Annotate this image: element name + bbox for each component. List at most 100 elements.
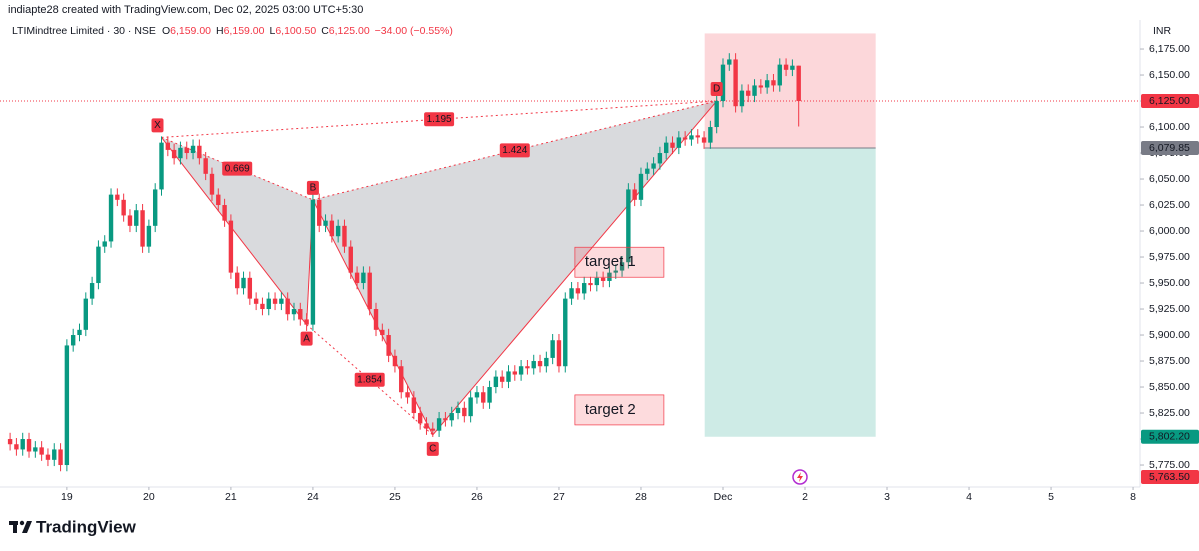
y-tick-label: 6,100.00 — [1149, 121, 1190, 133]
candle-body — [367, 272, 372, 310]
point-label: D — [713, 84, 720, 95]
candle-body — [184, 147, 189, 154]
candle-body — [733, 59, 738, 107]
candle-body — [96, 246, 101, 284]
candle-body — [140, 210, 145, 247]
candle-body — [746, 90, 751, 96]
candle-body — [790, 65, 795, 70]
candle-body — [272, 298, 278, 304]
x-tick-label: 24 — [307, 491, 319, 503]
candle-body — [607, 272, 612, 281]
candle-body — [563, 298, 568, 367]
y-tick-label: 6,000.00 — [1149, 225, 1190, 237]
candle-body — [399, 366, 404, 393]
candle-body — [178, 147, 183, 159]
brand-logo — [9, 520, 32, 533]
candle-body — [758, 85, 764, 88]
candle-body — [317, 199, 322, 226]
candle-body — [197, 145, 202, 159]
alert-icon — [792, 469, 808, 485]
pattern-xab — [161, 137, 313, 325]
candle-body — [512, 371, 517, 375]
candle-body — [329, 220, 335, 237]
candle-body — [146, 225, 152, 247]
candle-body — [581, 283, 587, 294]
candle-body — [253, 298, 259, 304]
candle-body — [45, 454, 51, 460]
candle-body — [493, 376, 499, 388]
x-tick-label: 27 — [553, 491, 565, 503]
pattern-leg — [312, 199, 434, 436]
point-label: C — [429, 444, 436, 455]
candle-body — [216, 194, 221, 206]
candle-body — [550, 340, 555, 358]
y-tick-label: 5,825.00 — [1149, 407, 1190, 419]
y-tick-label: 5,950.00 — [1149, 277, 1190, 289]
candle-body — [33, 447, 38, 452]
legend-part: 6,125.00 — [329, 25, 370, 37]
candle-body — [152, 189, 158, 226]
candle-body — [235, 272, 240, 289]
candle-body — [556, 340, 562, 367]
candle-body — [481, 392, 486, 403]
candle-body — [632, 189, 637, 200]
candle-body — [127, 215, 133, 226]
candle-body — [304, 319, 309, 325]
candle-body — [455, 407, 461, 414]
candle-body — [405, 392, 410, 398]
legend-part: 6,159.00 — [170, 25, 211, 37]
ratio-label: 1.854 — [357, 374, 382, 385]
target-price-label-bg — [1141, 429, 1199, 444]
pattern-leg — [161, 137, 308, 325]
price-label: 6,125.00 — [1149, 95, 1190, 107]
ratio-label: 1.424 — [502, 145, 527, 156]
entry-price-label: 6,079.85 — [1149, 142, 1190, 154]
candle-body — [222, 205, 227, 221]
candle-body — [52, 449, 57, 460]
candle-body — [14, 444, 19, 450]
candle-body — [70, 335, 76, 346]
candle-body — [569, 288, 574, 299]
candle-body — [594, 277, 600, 286]
point-bg — [300, 331, 313, 346]
candle-body — [228, 220, 234, 273]
candle-body — [411, 397, 417, 414]
candle-body — [386, 335, 391, 356]
legend-part: O — [162, 25, 170, 37]
legend-part: −34.00 (−0.55%) — [375, 25, 453, 37]
candle-body — [279, 298, 284, 304]
ratio-label: 1.195 — [427, 114, 452, 125]
candle-body — [102, 241, 107, 247]
candle-body — [670, 142, 675, 148]
candle-body — [89, 283, 95, 299]
target-zone — [704, 147, 876, 437]
candle-body — [247, 277, 253, 299]
target-price-label: 5,802.20 — [1149, 431, 1190, 443]
candle-body — [651, 163, 656, 169]
candle-body — [424, 423, 429, 429]
candle-body — [209, 173, 215, 195]
candle-body — [335, 225, 341, 237]
legend-part: H — [216, 25, 224, 37]
header: indiapte28 created with TradingView.com,… — [8, 4, 363, 16]
x-tick-label: 28 — [635, 491, 647, 503]
candle-body — [266, 298, 271, 310]
candle-body — [487, 387, 492, 403]
candle-body — [361, 272, 366, 284]
legend-part: 6,159.00 — [224, 25, 265, 37]
legend-part: 6,100.50 — [275, 25, 316, 37]
x-tick-label: 20 — [143, 491, 155, 503]
candle-body — [449, 413, 454, 421]
point-bg — [710, 82, 723, 97]
y-tick-label: 6,050.00 — [1149, 173, 1190, 185]
candle-body — [291, 309, 297, 315]
entry-price-label-bg — [1141, 140, 1199, 155]
candle-body — [676, 137, 682, 148]
candle-body — [115, 194, 120, 200]
note-text: target 2 — [585, 401, 636, 418]
y-tick-label: 5,900.00 — [1149, 329, 1190, 341]
candle-body — [682, 137, 688, 140]
candle-body — [285, 298, 290, 315]
candle-body — [64, 345, 70, 466]
candle-body — [436, 418, 442, 431]
